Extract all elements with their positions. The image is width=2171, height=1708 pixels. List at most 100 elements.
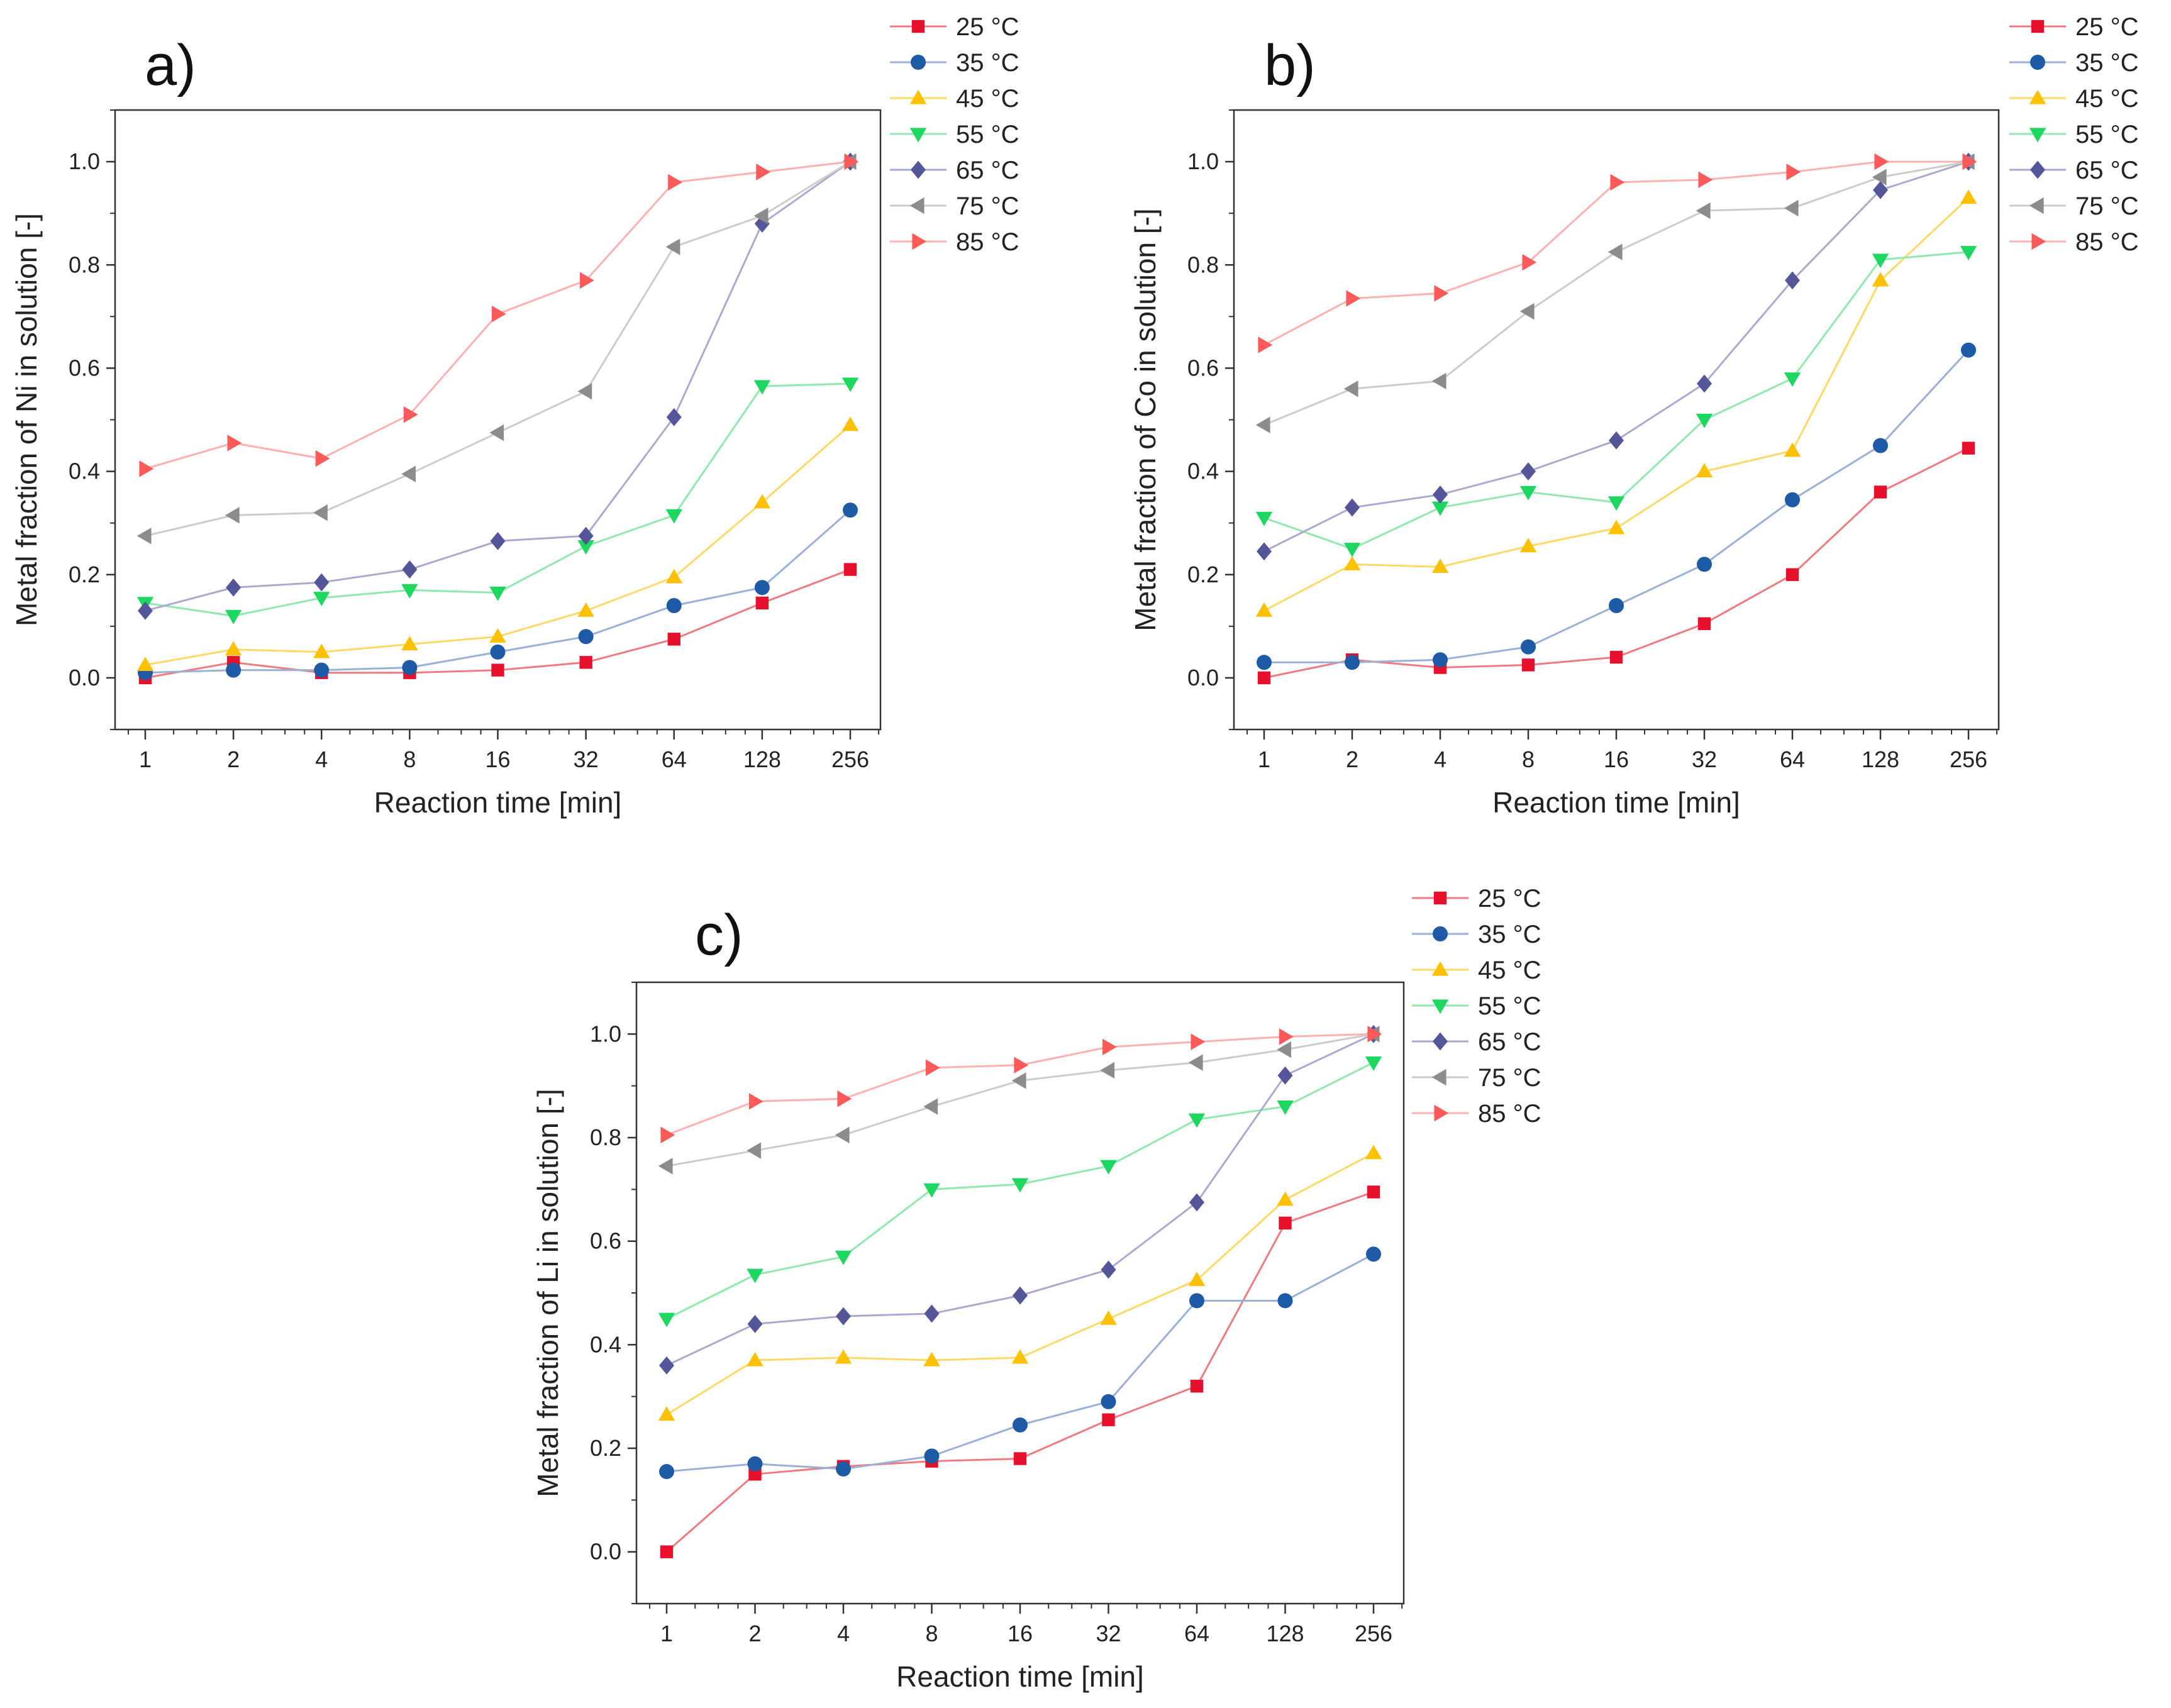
series-line <box>145 382 851 617</box>
data-point <box>1367 1185 1380 1199</box>
legend-marker <box>1433 891 1447 905</box>
data-point <box>1277 1101 1294 1115</box>
series-1 <box>1257 441 1975 685</box>
legend-item: 55 °C <box>890 121 1019 148</box>
legend-item: 45 °C <box>2009 85 2139 113</box>
legend-item: 35 °C <box>2009 49 2139 77</box>
data-point <box>580 272 594 289</box>
data-point <box>225 641 242 656</box>
series-line <box>1263 197 1970 612</box>
legend-item: 85 °C <box>2009 228 2139 256</box>
series-6 <box>136 153 857 545</box>
data-point <box>1786 164 1801 180</box>
legend-item: 65 °C <box>2009 157 2139 184</box>
x-tick-label: 32 <box>574 746 599 772</box>
data-point <box>1433 485 1448 504</box>
legend-label: 35 °C <box>956 49 1019 77</box>
data-point <box>659 1464 674 1480</box>
data-point <box>1343 556 1361 570</box>
x-tick-label: 32 <box>1096 1621 1121 1646</box>
data-point <box>226 578 242 597</box>
data-point <box>841 416 859 431</box>
data-point <box>1872 253 1889 269</box>
y-axis-label: Metal fraction of Li in solution [-] <box>531 1089 564 1497</box>
chart-panel-3: 0.0 0.2 0.4 0.6 0.8 1.0 1 2 4 8 16 32 64 128 256 Reacti… <box>531 885 1541 1693</box>
legend-label: 85 °C <box>1478 1100 1541 1128</box>
data-point <box>1873 180 1888 199</box>
legend-label: 55 °C <box>2075 121 2139 148</box>
series-line <box>145 160 851 537</box>
data-point <box>1346 290 1361 307</box>
x-tick-label: 2 <box>227 746 240 772</box>
data-point <box>1188 1272 1206 1287</box>
y-tick-label: 1.0 <box>590 1021 621 1046</box>
x-tick-label: 32 <box>1692 746 1717 772</box>
data-point <box>667 633 680 646</box>
x-tick-label: 64 <box>1780 746 1805 772</box>
data-point <box>1784 442 1801 457</box>
data-point <box>1609 598 1624 613</box>
legend-item: 85 °C <box>1412 1100 1541 1128</box>
data-point <box>841 377 859 392</box>
legend-item: 25 °C <box>890 13 1019 41</box>
panel-label: c) <box>695 903 743 967</box>
data-point <box>1697 374 1712 393</box>
data-point <box>924 1304 940 1323</box>
y-tick-label: 0.2 <box>69 562 100 587</box>
data-point <box>844 153 859 170</box>
series-6 <box>1255 153 1975 433</box>
data-point <box>314 573 330 592</box>
y-axis-label: Metal fraction of Ni in solution [-] <box>10 213 43 626</box>
data-point <box>756 164 771 180</box>
data-point <box>1367 1026 1382 1043</box>
data-point <box>1258 336 1273 353</box>
data-point <box>402 560 418 579</box>
data-point <box>665 568 682 584</box>
data-point <box>1100 1062 1115 1079</box>
x-axis-label: Reaction time [min] <box>896 1660 1144 1693</box>
series-5 <box>1257 152 1976 561</box>
data-point <box>313 592 330 606</box>
data-point <box>747 1456 763 1472</box>
y-tick-label: 0.6 <box>590 1228 621 1254</box>
series-1 <box>660 1185 1380 1558</box>
data-point <box>754 580 770 596</box>
data-point <box>666 408 682 426</box>
y-tick-label: 0.8 <box>1187 252 1219 277</box>
x-tick-label: 64 <box>1184 1621 1209 1646</box>
x-tick-label: 256 <box>1355 1621 1392 1646</box>
data-point <box>313 643 330 658</box>
data-point <box>1345 655 1360 670</box>
data-point <box>139 460 154 477</box>
legend-label: 65 °C <box>1478 1028 1541 1056</box>
data-point <box>491 663 504 677</box>
data-point <box>1100 1160 1117 1175</box>
data-point <box>923 1183 940 1198</box>
data-point <box>227 435 242 452</box>
x-tick-label: 16 <box>1604 746 1629 772</box>
data-point <box>755 596 769 610</box>
data-point <box>843 563 857 576</box>
data-point <box>1014 1056 1029 1073</box>
data-point <box>1960 246 1977 260</box>
legend-label: 45 °C <box>2075 85 2139 113</box>
data-point <box>668 174 682 191</box>
data-point <box>658 1312 675 1328</box>
legend-marker <box>2031 233 2046 250</box>
data-point <box>1343 543 1361 557</box>
legend-marker <box>2029 197 2044 214</box>
data-point <box>658 1406 675 1421</box>
data-point <box>1874 485 1887 499</box>
data-point <box>1013 1286 1028 1305</box>
data-point <box>1365 1056 1382 1071</box>
data-point <box>923 1098 938 1115</box>
series-4 <box>658 1056 1382 1328</box>
data-point <box>1191 1033 1206 1050</box>
series-line <box>1263 160 1969 553</box>
legend-marker <box>909 197 924 214</box>
legend-marker <box>2029 89 2046 104</box>
panel-label: b) <box>1264 33 1316 97</box>
legend-marker <box>1433 926 1448 941</box>
data-point <box>1697 557 1712 572</box>
chart-panel-1: 0.0 0.2 0.4 0.6 0.8 1.0 1 2 4 8 16 32 64 128 256 Reacti… <box>10 13 1019 819</box>
